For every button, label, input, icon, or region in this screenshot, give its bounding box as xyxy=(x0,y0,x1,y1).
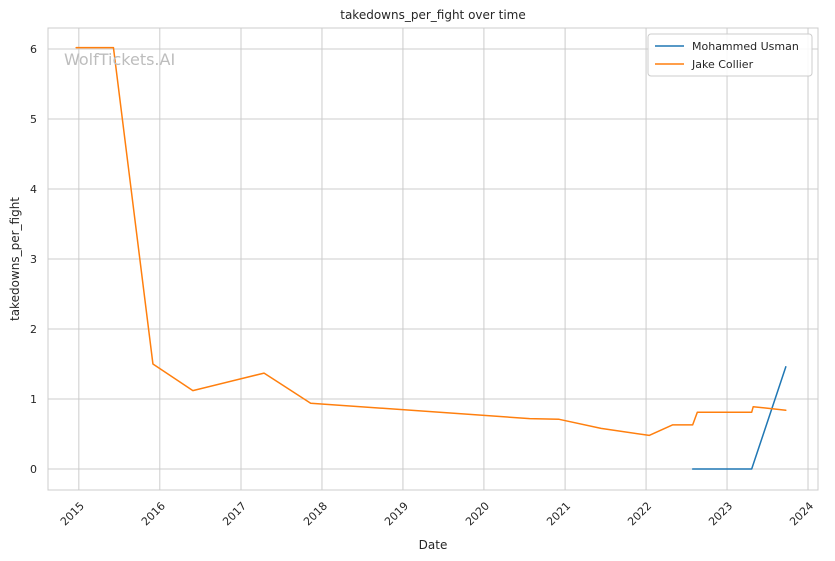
x-tick-label-2019: 2019 xyxy=(382,499,411,528)
x-tick-label-2016: 2016 xyxy=(139,499,168,528)
plot-frame xyxy=(47,27,819,491)
series-lines xyxy=(75,46,787,470)
x-tick-label-2018: 2018 xyxy=(301,499,330,528)
y-axis-label: takedowns_per_fight xyxy=(8,197,22,321)
y-tick-label-5: 5 xyxy=(30,113,37,126)
series-line-mohammed-usman xyxy=(691,366,787,470)
legend: Mohammed Usman Jake Collier xyxy=(647,33,813,77)
y-tick-label-2: 2 xyxy=(30,323,37,336)
y-tick-label-1: 1 xyxy=(30,393,37,406)
y-tick-label-3: 3 xyxy=(30,253,37,266)
x-tick-label-2024: 2024 xyxy=(787,499,816,528)
y-tick-label-6: 6 xyxy=(30,43,37,56)
y-tick-label-0: 0 xyxy=(30,463,37,476)
legend-label-jake-collier: Jake Collier xyxy=(691,58,754,71)
x-tick-label-2023: 2023 xyxy=(706,499,735,528)
x-tick-label-2020: 2020 xyxy=(463,499,492,528)
chart-title: takedowns_per_fight over time xyxy=(340,8,526,22)
watermark-text: WolfTickets.AI xyxy=(64,50,175,69)
grid-lines xyxy=(48,28,818,490)
x-tick-label-2021: 2021 xyxy=(544,499,573,528)
x-axis-label: Date xyxy=(419,538,448,552)
series-line-jake-collier xyxy=(75,46,787,437)
tick-labels: 2015 2016 2017 2018 2019 2020 2021 2022 2023 2024… xyxy=(30,43,816,528)
x-tick-label-2017: 2017 xyxy=(220,499,249,528)
y-tick-label-4: 4 xyxy=(30,183,37,196)
legend-label-mohammed-usman: Mohammed Usman xyxy=(692,40,799,53)
legend-box xyxy=(647,33,813,77)
x-tick-label-2022: 2022 xyxy=(625,499,654,528)
x-tick-label-2015: 2015 xyxy=(58,499,87,528)
